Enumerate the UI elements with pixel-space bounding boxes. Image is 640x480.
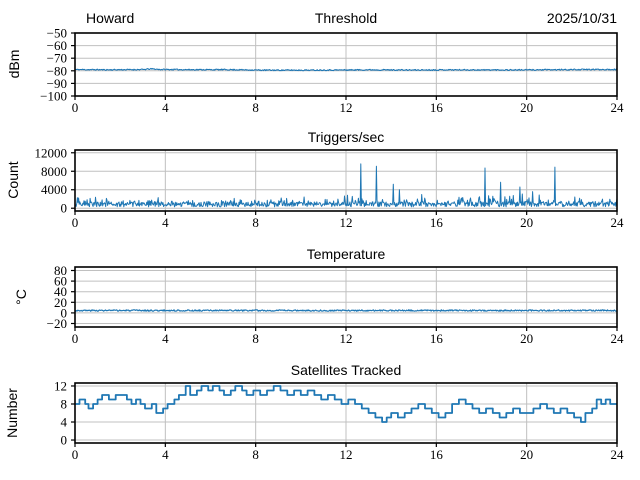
y-tick-label: 20 [54, 295, 67, 310]
y-tick-label: 12000 [35, 145, 68, 160]
x-tick-label: 4 [162, 331, 169, 346]
y-tick-label: −60 [47, 38, 67, 53]
panel4-ylabel: Number [4, 388, 20, 438]
y-tick-label: 0 [61, 433, 68, 448]
panel2-ylabel: Count [5, 161, 21, 199]
x-tick-label: 0 [72, 331, 79, 346]
panel1-ylabel: dBm [6, 49, 22, 79]
panel1-title: Threshold [314, 10, 378, 26]
x-tick-label: 12 [340, 100, 353, 115]
y-tick-label: −80 [47, 63, 67, 78]
y-tick-label: 4 [61, 415, 68, 430]
y-tick-label: 0 [61, 305, 68, 320]
x-tick-label: 12 [340, 215, 353, 230]
x-tick-label: 24 [611, 215, 625, 230]
panel3-ylabel: °C [13, 289, 29, 305]
y-tick-label: 0 [61, 201, 68, 216]
x-tick-label: 4 [162, 447, 169, 462]
x-tick-label: 24 [611, 331, 625, 346]
x-tick-label: 16 [430, 447, 444, 462]
series-line [75, 67, 618, 72]
header-date-label: 2025/10/31 [546, 10, 617, 26]
series-line [74, 309, 618, 312]
y-tick-label: −50 [47, 26, 67, 41]
x-tick-label: 8 [252, 447, 259, 462]
x-tick-label: 20 [520, 331, 533, 346]
x-tick-label: 24 [611, 100, 625, 115]
x-tick-label: 8 [252, 331, 259, 346]
series-line [75, 385, 617, 423]
panel3-title: Temperature [306, 246, 386, 262]
y-tick-label: −20 [47, 316, 67, 331]
y-tick-label: 60 [54, 274, 67, 289]
x-tick-label: 16 [430, 331, 444, 346]
y-tick-label: −70 [47, 51, 67, 66]
series-line [74, 163, 618, 208]
y-tick-label: 4000 [41, 182, 67, 197]
x-tick-label: 8 [252, 100, 259, 115]
x-tick-label: 12 [340, 331, 353, 346]
x-tick-label: 8 [252, 215, 259, 230]
x-tick-label: 16 [430, 215, 444, 230]
x-tick-label: 4 [162, 100, 169, 115]
x-tick-label: 20 [520, 100, 533, 115]
x-tick-label: 0 [72, 215, 79, 230]
y-tick-label: 8 [61, 396, 68, 411]
panel2-title: Triggers/sec [307, 129, 385, 145]
x-tick-label: 0 [72, 100, 79, 115]
x-tick-label: 20 [520, 215, 533, 230]
y-tick-label: 80 [54, 263, 67, 278]
y-tick-label: 40 [54, 284, 67, 299]
x-tick-label: 4 [162, 215, 169, 230]
y-tick-label: −90 [47, 76, 67, 91]
x-tick-label: 24 [611, 447, 625, 462]
y-tick-label: 12 [54, 378, 67, 393]
header-left-label: Howard [86, 10, 135, 26]
x-tick-label: 16 [430, 100, 444, 115]
x-tick-label: 12 [340, 447, 353, 462]
panel4-title: Satellites Tracked [290, 362, 402, 378]
x-tick-label: 0 [72, 447, 79, 462]
y-tick-label: −100 [40, 89, 67, 104]
x-tick-label: 20 [520, 447, 533, 462]
y-tick-label: 8000 [41, 164, 67, 179]
